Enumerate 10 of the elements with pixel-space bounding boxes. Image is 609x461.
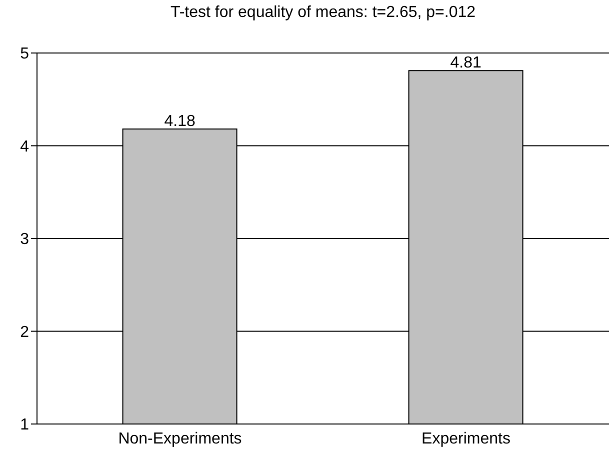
y-tick-label: 3 xyxy=(20,231,30,248)
x-tick-label: Experiments xyxy=(422,430,510,448)
y-tick-label: 2 xyxy=(20,324,30,341)
y-tick-label: 1 xyxy=(20,416,30,434)
data-label: 4.18 xyxy=(164,113,196,130)
x-tick-label: Non-Experiments xyxy=(118,430,242,448)
y-tick-label: 5 xyxy=(20,46,30,63)
chart-title: T-test for equality of means: t=2.65, p=.012 xyxy=(169,4,477,22)
y-tick-label: 4 xyxy=(20,138,30,156)
data-label: 4.81 xyxy=(450,54,482,72)
